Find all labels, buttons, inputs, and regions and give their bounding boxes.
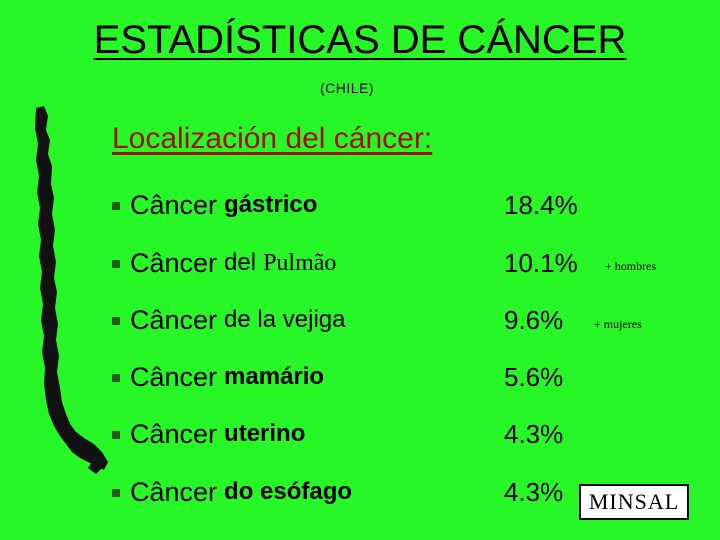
item-value: 18.4% — [504, 189, 578, 220]
source-label-box: MINSAL — [579, 484, 689, 520]
item-word: Câncer — [130, 304, 218, 335]
list-item: Câncer uterino — [112, 414, 305, 454]
bullet-icon — [112, 317, 120, 325]
list-item: Câncer mamário — [112, 357, 324, 397]
item-label: del — [224, 249, 257, 276]
list-item: Câncer gástrico — [112, 185, 317, 225]
bullet-icon — [112, 431, 120, 439]
list-item: Câncer do esófago — [112, 472, 352, 512]
bullet-icon — [112, 374, 120, 382]
list-item: Câncer del Pulmão — [112, 243, 336, 283]
item-value: 5.6% — [504, 361, 564, 392]
item-word: Câncer — [130, 476, 218, 507]
bullet-icon — [112, 260, 120, 268]
item-word: Câncer — [130, 247, 218, 278]
item-word: Câncer — [130, 418, 218, 449]
item-value: 4.3% — [504, 476, 564, 507]
item-value: 10.1% — [504, 247, 578, 278]
country-subtitle: (CHILE) — [320, 80, 375, 96]
item-value: 4.3% — [504, 418, 564, 449]
item-word: Câncer — [130, 361, 218, 392]
item-label: uterino — [224, 420, 306, 447]
note-men: + hombres — [605, 259, 657, 273]
section-heading: Localización del cáncer: — [112, 122, 433, 155]
item-label: mamário — [224, 363, 325, 390]
note-women: + mujeres — [594, 317, 642, 331]
list-item: Câncer de la vejiga — [112, 300, 345, 340]
bullet-icon — [112, 202, 120, 210]
item-label-extra: Pulmão — [263, 249, 337, 276]
item-label: de la vejiga — [224, 306, 346, 333]
bullet-icon — [112, 489, 120, 497]
page-title: ESTADÍSTICAS DE CÁNCER — [93, 18, 627, 62]
chile-map-image — [35, 106, 108, 474]
item-value: 9.6% — [504, 304, 564, 335]
item-word: Câncer — [130, 189, 218, 220]
item-label: do esófago — [224, 478, 353, 505]
item-label: gástrico — [224, 191, 318, 218]
